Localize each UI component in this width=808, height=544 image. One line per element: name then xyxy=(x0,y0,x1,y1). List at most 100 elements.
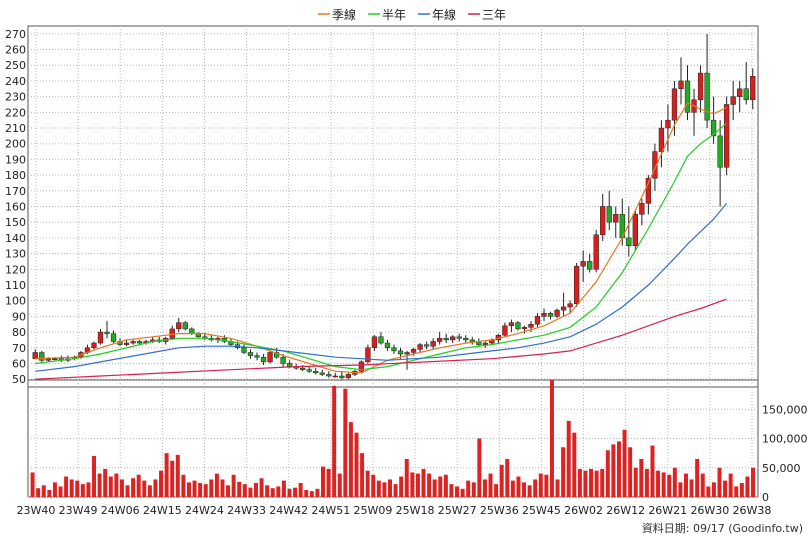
volume-bar xyxy=(482,479,487,497)
volume-bar xyxy=(337,473,342,497)
volume-bar xyxy=(667,474,672,497)
volume-bar xyxy=(304,489,309,497)
candle-body xyxy=(254,355,260,358)
volume-bar xyxy=(549,380,554,497)
volume-bar xyxy=(209,479,214,497)
volume-tick-label: 50,000 xyxy=(762,462,801,475)
candle-body xyxy=(587,261,593,270)
price-tick-label: 210 xyxy=(5,122,26,135)
volume-bar xyxy=(52,482,57,497)
candle-body xyxy=(267,352,273,363)
volume-bar xyxy=(644,468,649,497)
volume-panel: 0 50,000 100,000 150,000 xyxy=(27,379,808,504)
volume-bar xyxy=(633,467,638,497)
candle-body xyxy=(391,347,397,352)
price-plot-area xyxy=(27,25,759,388)
candle-body xyxy=(710,119,717,137)
volume-bar xyxy=(751,467,755,497)
candle-body xyxy=(176,322,182,330)
volume-bar xyxy=(30,472,35,497)
candle-body xyxy=(658,127,665,152)
candle-body xyxy=(345,374,351,378)
volume-bar xyxy=(259,478,264,497)
price-tick-label: 90 xyxy=(12,310,26,323)
volume-bar xyxy=(477,438,482,497)
candle-body xyxy=(717,135,723,168)
volume-bar xyxy=(103,468,108,497)
candle-body xyxy=(743,88,749,101)
volume-bar xyxy=(522,482,527,497)
volume-bar xyxy=(203,484,208,497)
x-tick-label: 24W33 xyxy=(227,504,266,517)
candle-body xyxy=(737,88,743,97)
volume-bar xyxy=(80,484,85,497)
candle-body xyxy=(750,75,756,101)
volume-bar xyxy=(443,474,448,497)
volume-bar xyxy=(348,422,353,497)
price-tick-label: 70 xyxy=(12,342,26,355)
volume-bar xyxy=(131,478,136,497)
volume-bar xyxy=(650,445,655,497)
volume-bar xyxy=(159,470,164,497)
volume-bar xyxy=(170,460,175,497)
volume-bar xyxy=(533,479,538,497)
candle-body xyxy=(528,323,534,328)
x-tick-label: 23W40 xyxy=(17,504,56,517)
volume-bar xyxy=(287,488,292,497)
volume-bar xyxy=(281,480,286,497)
x-tick-label: 26W38 xyxy=(733,504,772,517)
volume-bar xyxy=(583,470,588,497)
price-tick-label: 160 xyxy=(5,201,26,214)
volume-bar xyxy=(97,473,102,497)
volume-bar xyxy=(616,441,621,497)
volume-bar xyxy=(147,485,152,497)
volume-bar xyxy=(136,474,141,497)
price-tick-label: 100 xyxy=(5,295,26,308)
volume-bar xyxy=(527,485,532,497)
volume-bar xyxy=(92,456,97,497)
candle-body xyxy=(273,352,280,358)
volume-bar xyxy=(410,472,415,497)
volume-bar xyxy=(198,482,203,497)
volume-bar xyxy=(253,482,258,497)
volume-bar xyxy=(108,476,113,497)
volume-bar xyxy=(656,470,661,497)
volume-bar xyxy=(605,450,610,497)
price-tick-label: 140 xyxy=(5,232,26,245)
volume-bar xyxy=(343,388,348,497)
candle-body xyxy=(52,358,58,360)
candle-body xyxy=(704,72,710,121)
volume-bar xyxy=(270,488,275,497)
price-tick-label: 200 xyxy=(5,138,26,151)
volume-bar xyxy=(516,476,521,497)
volume-bar xyxy=(41,485,46,497)
volume-bar xyxy=(242,484,247,497)
volume-bar xyxy=(404,458,409,497)
candle-body xyxy=(697,72,704,101)
volume-bar xyxy=(449,484,454,497)
volume-bar xyxy=(572,432,577,497)
volume-bar xyxy=(114,473,119,497)
volume-bar xyxy=(293,487,298,497)
price-tick-label: 50 xyxy=(12,373,26,386)
volume-bar xyxy=(365,470,370,497)
volume-bar xyxy=(566,420,571,497)
candle-body xyxy=(32,352,38,359)
candle-body xyxy=(260,356,267,363)
volume-bar xyxy=(505,458,510,497)
candle-body xyxy=(404,352,410,355)
candle-body xyxy=(123,342,130,345)
candle-body xyxy=(45,358,51,361)
volume-bar xyxy=(622,429,627,497)
candle-body xyxy=(730,96,736,105)
volume-bar xyxy=(689,479,694,497)
x-tick-label: 25W09 xyxy=(354,504,393,517)
volume-bar xyxy=(544,474,549,497)
volume-bar xyxy=(36,488,41,497)
candle-body xyxy=(189,328,195,334)
volume-bar xyxy=(717,467,722,497)
legend-label: 季線 xyxy=(332,7,356,22)
volume-bar xyxy=(600,468,605,497)
price-tick-label: 130 xyxy=(5,248,26,261)
